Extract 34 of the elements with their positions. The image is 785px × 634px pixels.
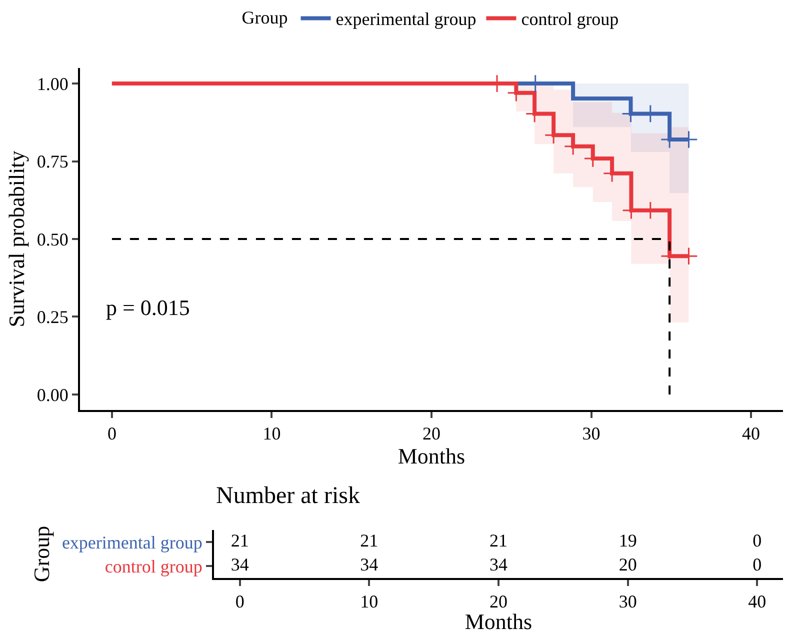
y-axis-title: Group [29, 526, 54, 582]
x-tick-label: 30 [582, 424, 600, 444]
data-label: 34 [360, 554, 378, 574]
x-tick-label: 0 [235, 592, 244, 612]
x-axis-title: Months [464, 609, 532, 634]
x-tick-label: 30 [618, 592, 637, 612]
y-tick-label: 0.25 [36, 307, 68, 328]
chart-title: Number at risk [216, 483, 360, 509]
y-tick-label: 0.75 [36, 152, 68, 172]
legend-label: experimental group [336, 9, 476, 30]
data-label: 21 [230, 530, 249, 550]
x-tick-label: 20 [422, 424, 440, 444]
data-label: 34 [230, 554, 249, 574]
data-label: 20 [618, 554, 637, 574]
data-label: 19 [618, 530, 637, 550]
x-axis-title: Months [398, 444, 466, 469]
y-tick-label: 1.00 [36, 74, 68, 94]
data-label: 21 [360, 530, 378, 550]
y-tick-label: 0.50 [36, 229, 68, 250]
data-label: 0 [752, 554, 762, 574]
y-axis-title: Survival probability [4, 150, 30, 328]
x-tick-label: 10 [262, 424, 281, 444]
data-label: 21 [490, 530, 508, 550]
data-label: 34 [490, 554, 508, 574]
x-tick-label: 10 [360, 592, 378, 612]
x-tick-label: 40 [748, 592, 766, 612]
legend-label: control group [521, 9, 619, 30]
x-tick-label: 40 [742, 424, 760, 444]
y-tick-label: 0.00 [36, 384, 68, 405]
x-tick-label: 0 [107, 424, 116, 444]
x-tick-label: 20 [490, 592, 508, 612]
legend-title: Group [242, 7, 288, 28]
data-label: 0 [752, 530, 762, 550]
annotation: p = 0.015 [106, 295, 190, 320]
